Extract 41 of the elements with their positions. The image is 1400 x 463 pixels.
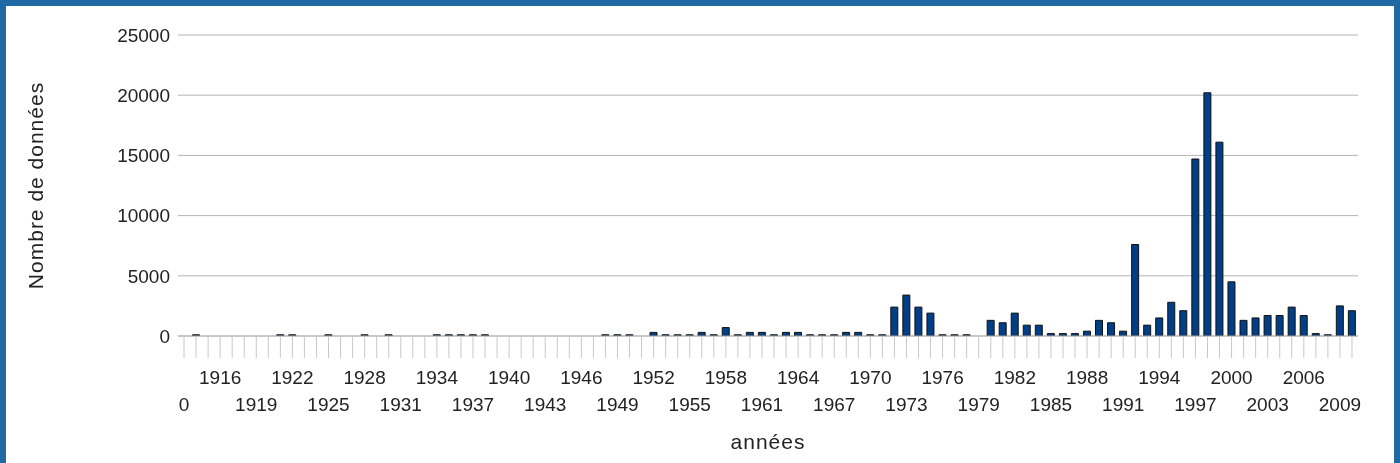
x-tick-label: 1934 bbox=[415, 367, 459, 388]
x-tick-label: 1970 bbox=[849, 367, 892, 388]
x-tick-label: 1940 bbox=[487, 367, 531, 388]
x-tick-label: 1922 bbox=[271, 367, 314, 388]
y-tick-label: 0 bbox=[159, 325, 170, 347]
x-tick-label: 1928 bbox=[343, 367, 386, 388]
y-tick-label: 20000 bbox=[117, 84, 170, 106]
x-tick-label: 2009 bbox=[1318, 394, 1362, 415]
x-axis-title: années bbox=[730, 430, 806, 453]
x-tick-label: 1979 bbox=[957, 394, 1000, 415]
x-tick-label: 1982 bbox=[993, 367, 1036, 388]
x-tick-label: 2003 bbox=[1246, 394, 1289, 415]
x-tick-label: 1997 bbox=[1174, 394, 1217, 415]
x-tick-label: 1985 bbox=[1029, 394, 1073, 415]
x-tick-label: 1952 bbox=[632, 367, 675, 388]
x-tick-label: 0 bbox=[178, 394, 190, 415]
x-tick-label: 1943 bbox=[524, 394, 567, 415]
x-tick-label: 1991 bbox=[1102, 394, 1145, 415]
x-tick-label: 1937 bbox=[451, 394, 495, 415]
x-tick-label: 1925 bbox=[307, 394, 350, 415]
x-tick-label: 1919 bbox=[235, 394, 278, 415]
y-tick-label: 15000 bbox=[117, 145, 170, 167]
y-tick-label: 10000 bbox=[117, 205, 170, 227]
y-tick-label: 25000 bbox=[117, 24, 170, 46]
x-tick-label: 1916 bbox=[199, 367, 242, 388]
x-tick-label: 1949 bbox=[596, 394, 639, 415]
x-tick-label: 1988 bbox=[1065, 367, 1109, 388]
x-tick-label: 1931 bbox=[379, 394, 422, 415]
x-tick-label: 1958 bbox=[704, 367, 747, 388]
y-tick-label: 5000 bbox=[127, 265, 170, 287]
x-tick-label: 2006 bbox=[1282, 367, 1325, 388]
x-tick-label: 1961 bbox=[740, 394, 784, 415]
x-tick-label: 1967 bbox=[813, 394, 856, 415]
x-tick-label: 2000 bbox=[1210, 367, 1253, 388]
x-tick-label: 1955 bbox=[668, 394, 711, 415]
x-tick-label: 1946 bbox=[560, 367, 603, 388]
x-tick-label: 1994 bbox=[1138, 367, 1181, 388]
x-tick-label: 1964 bbox=[776, 367, 820, 388]
y-axis-title: Nombre de données bbox=[24, 81, 48, 290]
x-tick-label: 1973 bbox=[885, 394, 928, 415]
x-tick-label: 1976 bbox=[921, 367, 964, 388]
